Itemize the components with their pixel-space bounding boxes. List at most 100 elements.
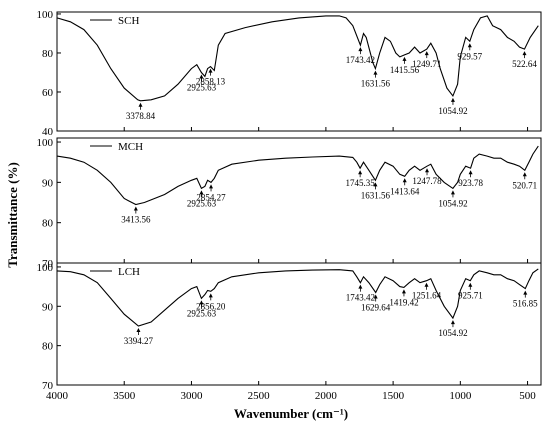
peak-annotation: 1247.78	[412, 168, 442, 186]
peak-annotation: 923.78	[458, 170, 483, 188]
peak-label: 1247.78	[412, 176, 442, 186]
peak-arrow-head	[209, 184, 214, 189]
peak-label: 1745.35	[346, 178, 376, 188]
peak-label: 923.78	[458, 178, 483, 188]
peak-arrow-head	[468, 282, 473, 287]
peak-label: 2925.63	[187, 82, 217, 92]
peak-arrow-head	[373, 182, 378, 187]
y-tick-label: 100	[37, 9, 54, 21]
peak-arrow-head	[373, 70, 378, 75]
peak-label: 925.71	[458, 291, 483, 301]
peak-arrow-head	[199, 74, 204, 79]
peak-annotation: 3394.27	[124, 327, 154, 346]
peak-label: 3378.84	[126, 111, 156, 121]
peak-annotation: 520.71	[512, 172, 537, 190]
peak-annotation: 3413.56	[121, 206, 151, 225]
y-tick-label: 90	[42, 301, 54, 313]
peak-annotation: 2925.63	[187, 300, 217, 318]
peak-label: 1054.92	[438, 328, 467, 338]
peak-arrow-head	[425, 168, 430, 173]
peak-annotation: 1743.42	[346, 284, 375, 303]
peak-annotation: 1629.64	[361, 294, 391, 313]
peak-annotation: 1631.56	[361, 70, 391, 89]
peak-annotation: 1251.64	[412, 282, 442, 301]
peak-label: 1743.42	[346, 293, 375, 303]
peak-arrow-head	[450, 190, 455, 195]
peak-annotation: 925.71	[458, 282, 483, 301]
peak-annotation: 2925.63	[187, 190, 217, 208]
peak-arrow-head	[358, 170, 363, 175]
peak-arrow-head	[199, 300, 204, 305]
legend-label: SCH	[118, 15, 139, 27]
peak-annotation: 1413.64	[390, 178, 420, 196]
peak-arrow-head	[208, 293, 213, 298]
peak-annotation: 1743.42	[346, 47, 375, 65]
peak-arrow-head	[199, 190, 204, 195]
peak-label: 1251.64	[412, 291, 442, 301]
peak-label: 522.64	[512, 59, 537, 69]
peak-arrow-head	[136, 327, 141, 332]
peak-annotation: 1419.42	[389, 289, 419, 307]
y-tick-label: 90	[42, 177, 54, 189]
y-tick-label: 80	[42, 341, 54, 353]
peak-annotation: 1054.92	[438, 97, 468, 116]
peak-annotation: 522.64	[512, 51, 537, 69]
peak-arrow-head	[522, 51, 527, 56]
peak-annotation: 1249.71	[412, 51, 441, 69]
peak-annotation: 1745.35	[346, 170, 376, 188]
y-tick-label: 40	[42, 126, 54, 138]
x-tick-label: 2500	[248, 390, 271, 402]
peak-label: 520.71	[512, 180, 537, 190]
peak-annotation: 2925.63	[187, 74, 217, 92]
x-tick-label: 500	[519, 390, 536, 402]
y-tick-label: 100	[37, 262, 54, 274]
peak-annotation: 1054.92	[438, 320, 468, 338]
peak-label: 1249.71	[412, 59, 441, 69]
peak-arrow-head	[468, 170, 473, 175]
x-tick-label: 1000	[449, 390, 472, 402]
peak-arrow-head	[450, 320, 455, 325]
peak-label: 3413.56	[121, 215, 151, 225]
x-axis-title: Wavenumber (cm⁻¹)	[234, 406, 348, 421]
peak-annotation: 1054.92	[438, 190, 468, 208]
y-tick-label: 80	[42, 48, 54, 60]
spectrum-line-sch	[56, 15, 539, 102]
legend-label: LCH	[118, 266, 140, 278]
peak-label: 1054.92	[438, 106, 467, 116]
peak-annotation: 2858.13	[196, 68, 226, 87]
peak-label: 3394.27	[124, 336, 154, 346]
peak-label: 2858.13	[196, 77, 226, 87]
peak-arrow-head	[358, 47, 363, 52]
x-tick-label: 1500	[382, 390, 405, 402]
chart-panels: 406080100SCH3378.842925.632858.131743.42…	[37, 9, 542, 392]
peak-label: 1419.42	[389, 297, 418, 307]
panel-frame	[56, 11, 542, 132]
peak-arrow-head	[424, 51, 429, 56]
panel-frame	[56, 137, 542, 264]
peak-label: 1413.64	[390, 186, 420, 196]
y-tick-label: 70	[42, 258, 54, 270]
peak-arrow-head	[138, 102, 143, 107]
peak-annotation: 516.85	[513, 290, 538, 309]
panel-frame	[56, 262, 542, 386]
peak-annotation: 929.57	[457, 43, 483, 61]
spectrum-line-mch	[56, 145, 539, 206]
peak-label: 1629.64	[361, 303, 391, 313]
x-tick-label: 3500	[113, 390, 136, 402]
peak-annotation: 3378.84	[126, 102, 156, 121]
peak-arrow-head	[358, 284, 363, 289]
peak-annotation: 1631.56	[361, 182, 391, 200]
x-tick-label: 4000	[46, 390, 69, 402]
peak-arrow-head	[373, 294, 378, 299]
peak-label: 2856.20	[196, 301, 226, 311]
y-tick-label: 70	[42, 380, 54, 392]
peak-annotation: 2854.27	[196, 184, 226, 202]
peak-label: 929.57	[457, 51, 482, 61]
x-tick-label: 2000	[315, 390, 338, 402]
peak-arrow-head	[522, 172, 527, 177]
peak-arrow-head	[467, 43, 472, 48]
y-axis-title: Transmittance (%)	[5, 162, 20, 268]
y-tick-label: 80	[42, 218, 54, 230]
peak-label: 1415.56	[390, 65, 420, 75]
